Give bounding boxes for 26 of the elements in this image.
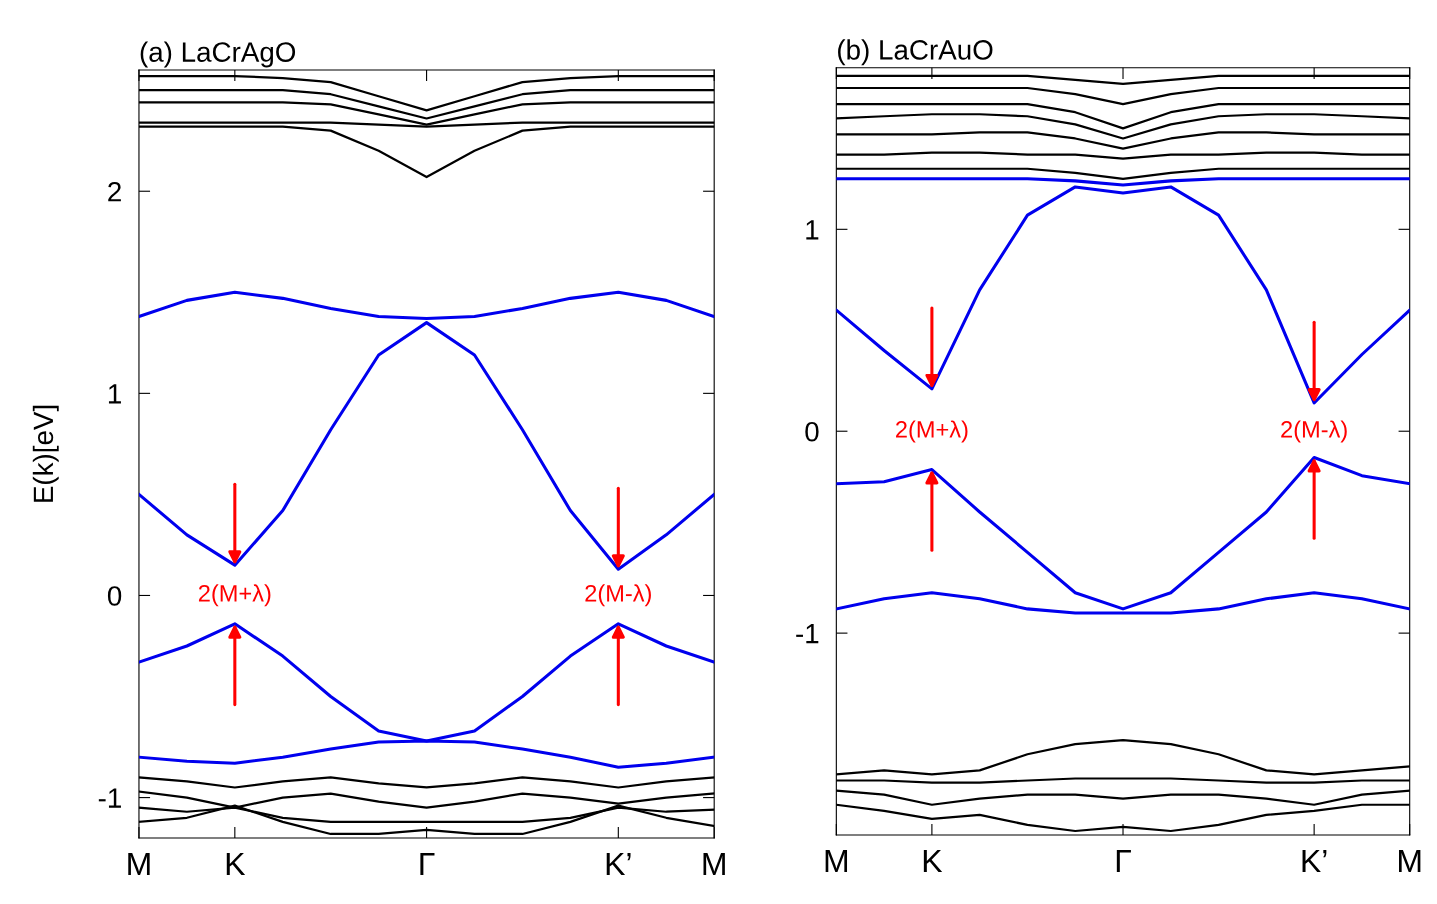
annotation: 2(M-λ) xyxy=(1281,420,1347,443)
x-tick-label: K’ xyxy=(1302,850,1327,873)
chart-title: (a) LaCrAgO xyxy=(140,41,296,68)
y-tick-label: -1 xyxy=(796,624,819,644)
x-tick-label: M xyxy=(703,853,725,876)
annotation: 2(M+λ) xyxy=(198,584,271,607)
annotation: 2(M-λ) xyxy=(585,584,651,607)
y-tick-label: 0 xyxy=(805,421,819,442)
y-tick-label: 1 xyxy=(806,220,819,240)
chart-title: (b) LaCrAuO xyxy=(838,39,993,66)
x-tick-label: M xyxy=(1399,850,1421,873)
x-tick-label: M xyxy=(128,853,150,876)
y-tick-label: 1 xyxy=(108,384,121,404)
line-series xyxy=(836,455,1410,611)
x-tick-label: M xyxy=(825,850,848,873)
x-tick-label: Γ xyxy=(1116,850,1131,873)
x-tick-label: Γ xyxy=(420,853,435,876)
annotation: 2(M+λ) xyxy=(896,420,968,443)
y-tick-label: 2 xyxy=(108,181,121,202)
y-tick-label: -1 xyxy=(98,788,121,808)
x-tick-label: K’ xyxy=(606,853,631,876)
y-tick-label: 0 xyxy=(107,586,122,606)
x-tick-label: K xyxy=(226,853,246,876)
y-axis-title: E(k)[eV] xyxy=(32,405,59,502)
line-series xyxy=(836,185,1410,405)
x-tick-label: K xyxy=(923,850,943,873)
